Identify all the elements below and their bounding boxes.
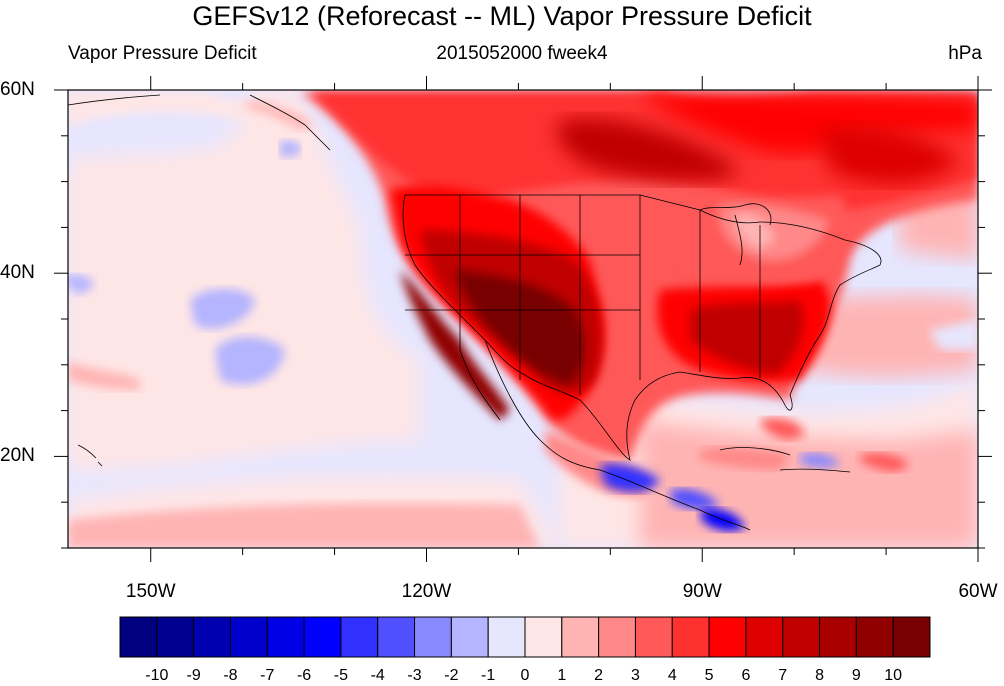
colorbar-label: -10	[145, 667, 169, 684]
colorbar-label: 0	[520, 667, 530, 684]
lon-label: 150W	[125, 581, 176, 602]
colorbar-box	[561, 616, 600, 658]
axis-ticks	[54, 76, 992, 562]
map-title: GEFSv12 (Reforecast -- ML) Vapor Pressur…	[192, 1, 812, 31]
colorbar-box	[819, 616, 857, 658]
colorbar-box	[487, 616, 526, 658]
colorbar-label: -3	[407, 667, 422, 684]
variable-label: Vapor Pressure Deficit	[68, 43, 257, 64]
field-layer	[68, 90, 978, 548]
colorbar-label: 5	[704, 667, 714, 684]
colorbar-label: -1	[481, 667, 496, 684]
lat-label: 40N	[0, 262, 35, 284]
colorbar-label: 1	[557, 667, 567, 684]
colorbar-box	[414, 616, 452, 658]
vpd-map	[54, 76, 992, 562]
lon-label: 90W	[682, 581, 722, 602]
colorbar-box	[745, 616, 784, 658]
colorbar-label: 2	[594, 667, 604, 684]
colorbar-box	[855, 616, 894, 658]
colorbar-label: -9	[186, 667, 201, 684]
colorbar-box	[266, 616, 305, 658]
colorbar-box	[193, 616, 231, 658]
colorbar-box	[782, 616, 821, 658]
colorbar-label: -2	[444, 667, 459, 684]
lat-label: 20N	[0, 445, 35, 467]
colorbar-label: 6	[741, 667, 751, 684]
colorbar-box	[708, 616, 747, 658]
boundary-lines	[68, 94, 882, 531]
colorbar-box	[892, 616, 931, 658]
colorbar-box	[524, 616, 563, 658]
colorbar-box	[634, 616, 673, 658]
lon-label: 60W	[958, 581, 998, 602]
colorbar-label: 4	[667, 667, 677, 684]
units-label: hPa	[948, 43, 982, 64]
colorbar-label: 7	[778, 667, 788, 684]
lat-label: 60N	[0, 79, 35, 100]
colorbar-label: 9	[851, 667, 861, 684]
forecast-time-label: 2015052000 fweek4	[436, 43, 608, 64]
colorbar-box	[303, 616, 342, 658]
lon-label: 120W	[401, 581, 452, 602]
colorbar-label: -6	[296, 667, 312, 684]
colorbar-label: -4	[370, 667, 385, 684]
colorbar-box	[450, 616, 489, 658]
colorbar-label: -8	[223, 667, 238, 684]
colorbar-label: 3	[631, 667, 640, 684]
colorbar-label: -7	[260, 667, 275, 684]
colorbar-boxes	[119, 616, 931, 658]
colorbar-label: -5	[333, 667, 349, 684]
colorbar-box	[156, 616, 195, 658]
colorbar-box	[340, 616, 379, 658]
colorbar-box	[598, 616, 636, 658]
colorbar-box	[671, 616, 710, 658]
colorbar-label: 8	[815, 667, 824, 684]
colorbar-box	[119, 616, 158, 658]
colorbar-label: 10	[884, 667, 903, 684]
colorbar-box	[377, 616, 416, 658]
colorbar-box	[229, 616, 268, 658]
